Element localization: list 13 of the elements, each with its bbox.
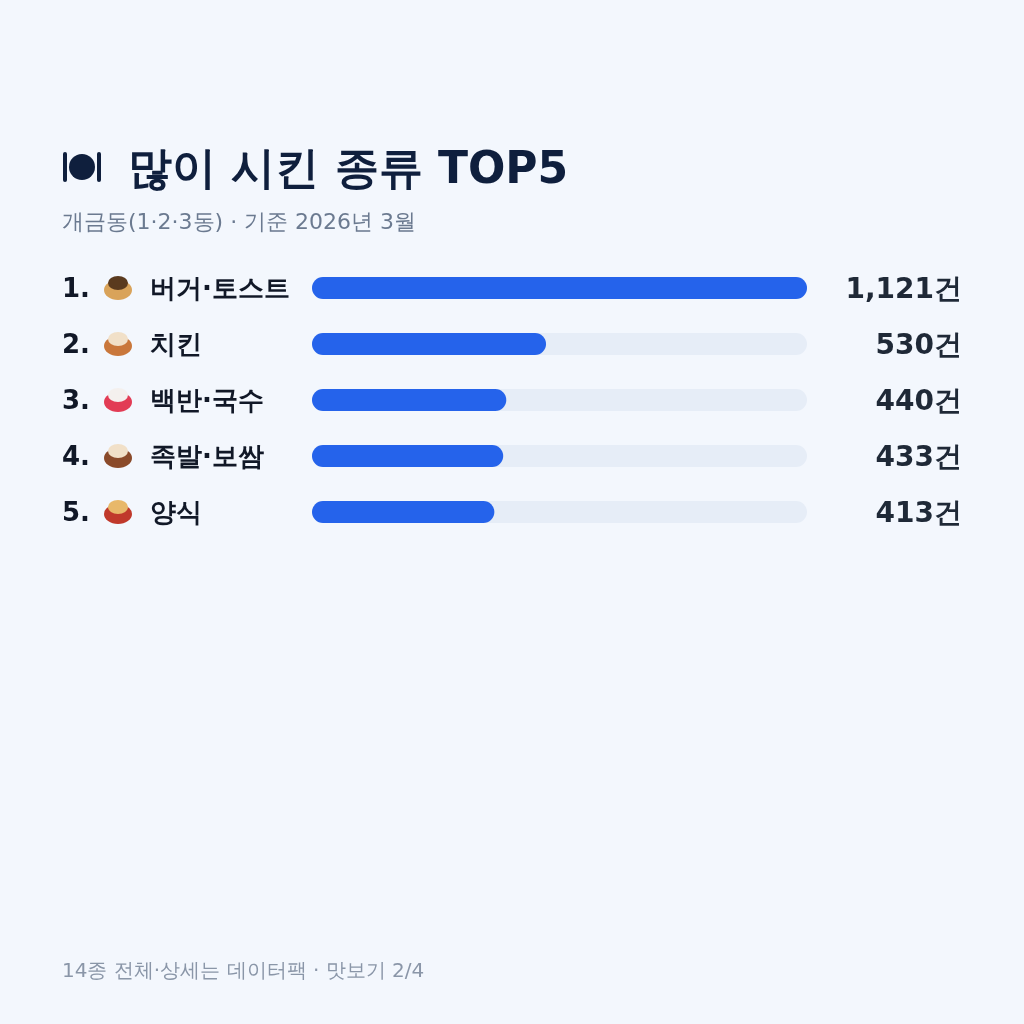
category-label: 3. 백반·국수 — [62, 385, 264, 415]
category-label: 1. 버거·토스트 — [62, 273, 290, 303]
data-label: 530건 — [875, 328, 962, 361]
text: 14종 전체·상세는 데이터팩 · 맛보기 2/4 — [62, 958, 425, 982]
data-label: 1,121건 — [845, 272, 962, 305]
data-label: 440건 — [875, 384, 962, 417]
data-label: 433건 — [875, 440, 962, 473]
chart-title: 많이 시킨 종류 TOP5 — [128, 142, 569, 193]
category-label: 2. 치킨 — [62, 329, 202, 359]
category-label: 5. 양식 — [62, 497, 202, 527]
category-label: 4. 족발·보쌈 — [62, 441, 264, 471]
chart-subtitle: 개금동(1·2·3동) · 기준 2026년 3월 — [62, 209, 417, 234]
data-label: 413건 — [875, 496, 962, 529]
